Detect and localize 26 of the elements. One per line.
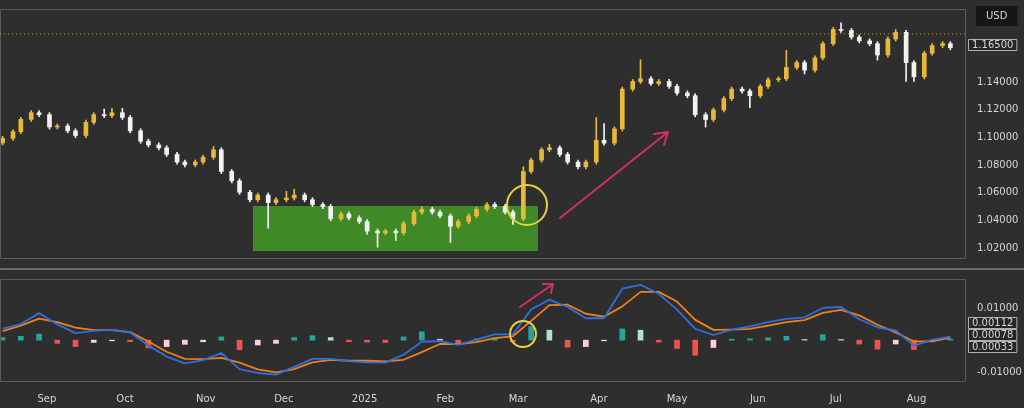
x-tick-label: Aug — [906, 392, 927, 404]
text: 0.00112 — [972, 316, 1014, 328]
x-tick-label: Dec — [274, 392, 294, 404]
y-tick-label: -0.01000 — [977, 365, 1022, 377]
x-tick-label: Apr — [590, 392, 609, 404]
x-tick-label: Feb — [436, 392, 455, 404]
x-tick-label: Nov — [195, 392, 216, 404]
y-tick-label: 1.06000 — [977, 186, 1019, 198]
text: USD — [986, 9, 1008, 21]
text: 0.00033 — [972, 340, 1014, 352]
x-tick-label: Oct — [116, 392, 134, 404]
x-tick-label: Jun — [748, 392, 766, 404]
y-tick-label: 1.12000 — [977, 103, 1019, 115]
x-tick-label: 2025 — [351, 392, 378, 404]
text: 0.00078 — [972, 328, 1014, 340]
y-tick-label: 1.04000 — [977, 213, 1019, 225]
x-tick-label: May — [666, 392, 688, 404]
text: 1.16500 — [972, 38, 1014, 50]
y-tick-label: 1.08000 — [977, 158, 1019, 170]
x-tick-label: Sep — [37, 392, 57, 404]
y-tick-label: 0.01000 — [977, 301, 1019, 313]
y-tick-label: 1.10000 — [977, 131, 1019, 143]
y-tick-label: 1.14000 — [977, 75, 1019, 87]
x-tick-label: Mar — [508, 392, 529, 404]
x-tick-label: Jul — [828, 392, 842, 404]
y-tick-label: 1.02000 — [977, 241, 1019, 253]
